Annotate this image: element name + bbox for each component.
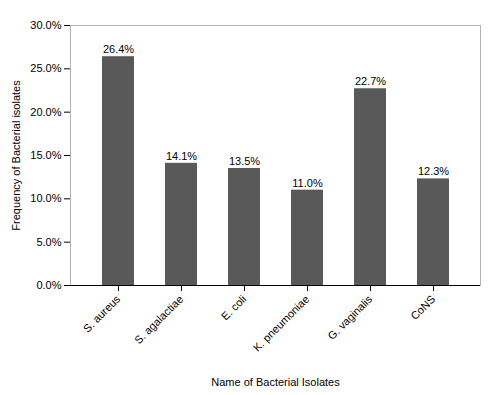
svg-text:K. pneumoniae: K. pneumoniae xyxy=(251,293,312,354)
svg-text:15.0%: 15.0% xyxy=(30,149,61,161)
svg-text:20.0%: 20.0% xyxy=(30,106,61,118)
svg-text:30.0%: 30.0% xyxy=(30,19,61,31)
svg-text:11.0%: 11.0% xyxy=(292,177,323,189)
svg-text:Frequency of Bacterial isolate: Frequency of Bacterial isolates xyxy=(10,80,22,231)
svg-text:22.7%: 22.7% xyxy=(355,75,386,87)
svg-text:E. coli: E. coli xyxy=(219,293,249,323)
svg-text:S. aureus: S. aureus xyxy=(81,292,123,334)
svg-text:25.0%: 25.0% xyxy=(30,62,61,74)
svg-text:12.3%: 12.3% xyxy=(418,165,449,177)
svg-text:14.1%: 14.1% xyxy=(166,150,197,162)
svg-text:CoNS: CoNS xyxy=(408,293,437,322)
svg-text:S. agalactiae: S. agalactiae xyxy=(132,293,185,346)
svg-text:5.0%: 5.0% xyxy=(36,236,61,248)
svg-text:0.0%: 0.0% xyxy=(36,279,61,291)
svg-text:13.5%: 13.5% xyxy=(229,155,260,167)
svg-text:G. vaginalis: G. vaginalis xyxy=(325,292,374,341)
svg-text:Name of Bacterial Isolates: Name of Bacterial Isolates xyxy=(211,376,340,388)
svg-text:26.4%: 26.4% xyxy=(103,43,134,55)
svg-text:10.0%: 10.0% xyxy=(30,192,61,204)
